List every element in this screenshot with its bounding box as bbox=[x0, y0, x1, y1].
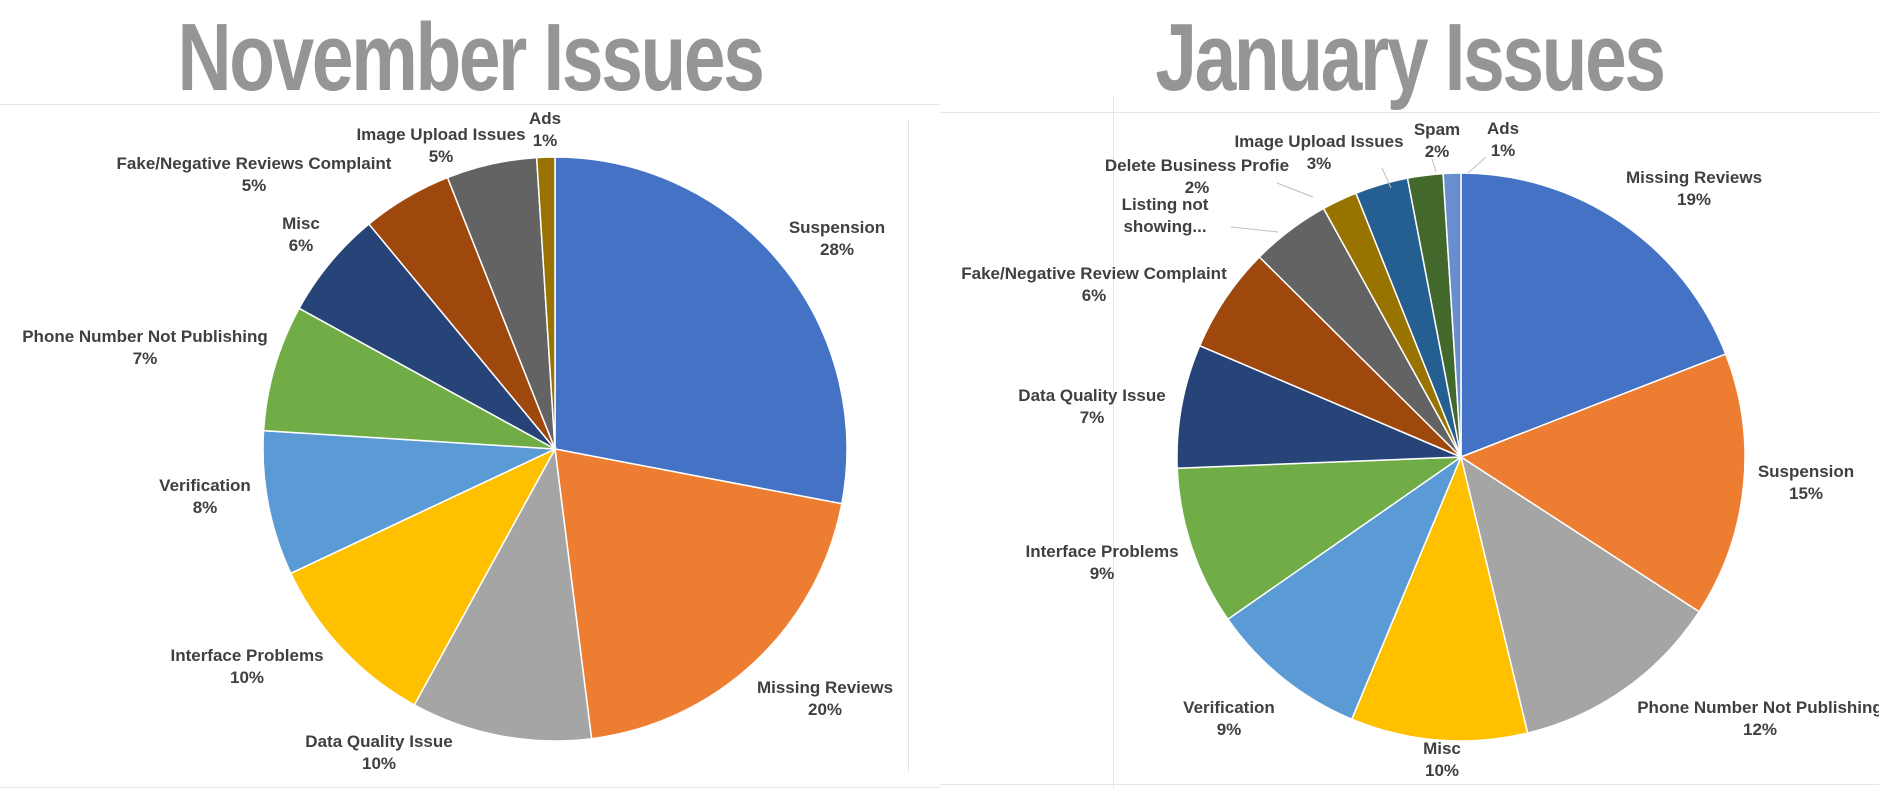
slice-label: Suspension 15% bbox=[1758, 462, 1854, 503]
slice-label: Misc 6% bbox=[282, 214, 320, 255]
pie-slice bbox=[1459, 455, 1701, 734]
chart-title: January Issues bbox=[1155, 4, 1666, 111]
slice-label: Spam 2% bbox=[1414, 120, 1460, 161]
pie-slice bbox=[554, 448, 843, 740]
pie-slice bbox=[262, 307, 556, 450]
pie-slice bbox=[535, 156, 556, 450]
pie-slice bbox=[262, 429, 556, 575]
slice-label: Phone Number Not Publishing 12% bbox=[1637, 698, 1879, 739]
slice-label: Data Quality Issue 7% bbox=[1018, 386, 1165, 427]
chart-title: November Issues bbox=[177, 4, 764, 111]
chart-frame-top bbox=[0, 104, 940, 105]
chart-frame-top bbox=[940, 112, 1879, 113]
pie-slice bbox=[1176, 456, 1464, 621]
slice-label: Suspension 28% bbox=[789, 218, 885, 259]
slice-label: Interface Problems 9% bbox=[1025, 542, 1178, 583]
leader-line bbox=[1230, 226, 1279, 233]
slice-label: Missing Reviews 20% bbox=[757, 678, 893, 719]
slice-label: Fake/Negative Reviews Complaint 5% bbox=[117, 154, 392, 195]
november-chart-panel: November Issues Suspension 28% Missing Rev… bbox=[0, 4, 940, 788]
pie-slice bbox=[1176, 344, 1462, 469]
leader-line bbox=[1467, 156, 1487, 174]
pie-slice bbox=[1460, 172, 1727, 459]
slice-label: Verification 8% bbox=[159, 476, 251, 517]
pie-slice bbox=[1442, 172, 1462, 458]
chart-frame-bottom bbox=[0, 787, 940, 788]
slice-label: Data Quality Issue 10% bbox=[305, 732, 452, 773]
november-pie-chart: Suspension 28% Missing Reviews 20% Data Qual… bbox=[22, 109, 893, 773]
slice-label: Ads 1% bbox=[1487, 119, 1519, 160]
slice-label: Image Upload Issues 5% bbox=[356, 125, 525, 166]
slice-label: Misc 10% bbox=[1423, 739, 1461, 780]
slice-label: Verification 9% bbox=[1183, 698, 1275, 739]
pie-slice bbox=[1226, 454, 1463, 721]
leader-line bbox=[1276, 182, 1314, 198]
leader-line bbox=[1431, 158, 1437, 173]
january-chart-panel: January Issues Missing Reviews 19% Suspens… bbox=[940, 0, 1879, 789]
january-pie-chart: Missing Reviews 19% Suspension 15% Phone Num… bbox=[961, 119, 1879, 780]
slice-label: Listing not showing... bbox=[1122, 195, 1209, 236]
slice-label: Fake/Negative Review Complaint 6% bbox=[961, 264, 1227, 305]
chart-frame-bottom bbox=[940, 784, 1879, 785]
slice-label: Phone Number Not Publishing 7% bbox=[22, 327, 268, 368]
pie-slice bbox=[289, 447, 557, 706]
pie-slice bbox=[554, 156, 848, 505]
pie-slice bbox=[1459, 353, 1746, 613]
pie-slice bbox=[413, 446, 593, 742]
slice-label: Delete Business Profie 2% bbox=[1105, 156, 1289, 197]
pie-slice bbox=[1350, 454, 1529, 742]
chart-frame-left bbox=[1113, 95, 1114, 789]
chart-frame-right bbox=[908, 120, 909, 772]
leader-line bbox=[1381, 167, 1392, 189]
slice-label: Missing Reviews 19% bbox=[1626, 168, 1762, 209]
slice-label: Image Upload Issues 3% bbox=[1234, 132, 1403, 173]
slice-label: Interface Problems 10% bbox=[170, 646, 323, 687]
slice-label: Ads 1% bbox=[529, 109, 561, 150]
